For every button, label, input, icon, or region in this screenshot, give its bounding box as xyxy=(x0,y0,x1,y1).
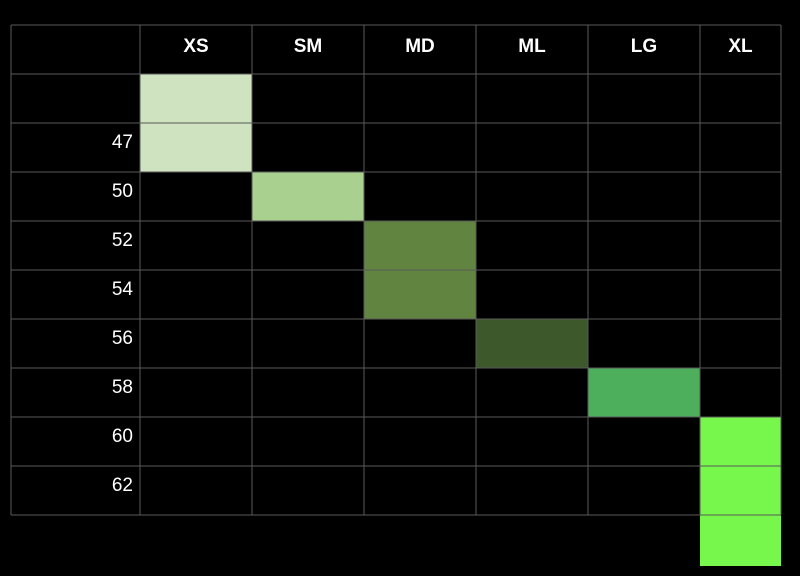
column-label-xl: XL xyxy=(728,36,753,57)
highlight-ml xyxy=(476,319,588,368)
column-label-md: MD xyxy=(405,36,435,57)
column-label-xs: XS xyxy=(183,36,208,57)
column-label-sm: SM xyxy=(294,36,323,57)
column-label-ml: ML xyxy=(518,36,546,57)
highlight-lg xyxy=(588,368,700,417)
column-labels: XS SM MD ML LG XL xyxy=(183,36,753,57)
row-label-56: 56 xyxy=(112,328,133,349)
highlight-blocks xyxy=(140,74,781,566)
row-label-58: 58 xyxy=(112,377,133,398)
highlight-sm xyxy=(252,172,364,221)
row-label-47: 47 xyxy=(112,132,133,153)
highlight-xl xyxy=(700,417,781,566)
row-label-52: 52 xyxy=(112,230,133,251)
row-label-50: 50 xyxy=(112,181,133,202)
column-label-lg: LG xyxy=(631,36,657,57)
row-label-60: 60 xyxy=(112,426,133,447)
row-label-54: 54 xyxy=(112,279,134,300)
row-labels: 47 50 52 54 56 58 60 62 xyxy=(112,132,134,496)
grid xyxy=(10,24,782,516)
row-label-62: 62 xyxy=(112,475,133,496)
